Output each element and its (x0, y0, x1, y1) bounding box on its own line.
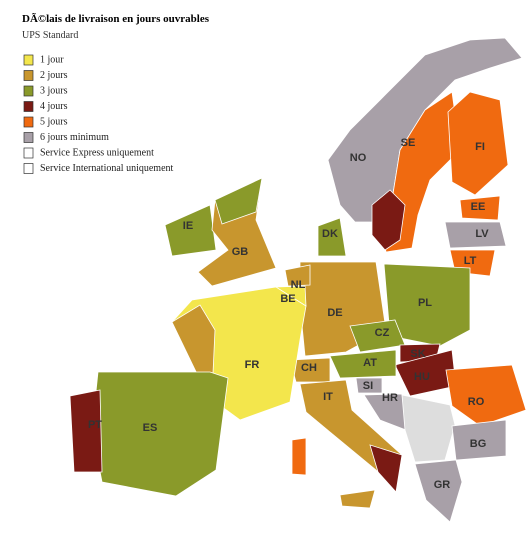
country-label: PT (88, 419, 102, 431)
region-si (355, 377, 383, 394)
legend-swatch (23, 116, 34, 128)
region-pt (69, 389, 103, 473)
legend-swatch (23, 54, 34, 66)
legend-label: 2 jours (40, 70, 68, 81)
country-label: FR (245, 359, 260, 371)
region-se-south (371, 189, 406, 251)
legend-label: 5 jours (40, 116, 68, 127)
country-label: PL (418, 297, 432, 309)
region-bg (451, 419, 507, 461)
region-sicily (339, 489, 376, 509)
country-label: NO (350, 152, 367, 164)
country-label: FI (475, 141, 485, 153)
country-label: SE (401, 137, 416, 149)
land (69, 37, 527, 523)
country-label: SI (363, 380, 373, 392)
country-label: AT (363, 357, 377, 369)
country-label: DK (322, 228, 338, 240)
country-label: GR (434, 479, 451, 491)
country-label: NL (291, 279, 306, 291)
country-labels: IE GB NO SE FI EE LV LT DK NL BE DE PL C… (88, 137, 489, 491)
country-label: RO (468, 396, 485, 408)
country-label: DE (327, 307, 342, 319)
country-label: GB (232, 246, 249, 258)
country-label: EE (471, 201, 486, 213)
region-ro (445, 364, 527, 427)
region-ee (459, 195, 501, 221)
country-label: BG (470, 438, 487, 450)
region-ie (164, 204, 217, 257)
country-label: CH (301, 362, 317, 374)
region-es (91, 371, 229, 497)
legend-label: 3 jours (40, 85, 68, 96)
region-gr (414, 459, 463, 523)
legend-swatch (23, 132, 34, 143)
legend-swatch (23, 85, 34, 97)
region-lv (444, 221, 507, 249)
legend-swatch (23, 163, 34, 174)
map-subtitle: UPS Standard (22, 30, 78, 41)
region-it-south (369, 444, 403, 493)
legend-swatch (23, 101, 34, 112)
country-label: LT (464, 255, 477, 267)
region-dk (317, 217, 347, 257)
region-nl (284, 264, 311, 287)
country-label: LV (475, 228, 489, 240)
legend: 1 jour 2 jours 3 jours 4 jours 5 jours 6 jour… (23, 54, 174, 174)
region-at (329, 349, 397, 379)
region-fi (447, 91, 509, 196)
country-label: HR (382, 392, 398, 404)
country-label: HU (414, 371, 430, 383)
country-label: BE (280, 293, 295, 305)
legend-label: Service International uniquement (40, 163, 174, 174)
region-balkans (401, 394, 456, 463)
country-label: CZ (375, 327, 390, 339)
country-label: IT (323, 391, 333, 403)
country-label: SK (410, 348, 425, 360)
legend-swatch (23, 147, 34, 159)
legend-swatch (23, 70, 34, 81)
country-label: IE (183, 220, 193, 232)
country-label: ES (143, 422, 158, 434)
map-title: DÃ©lais de livraison en jours ouvrables (22, 13, 210, 25)
legend-label: 6 jours minimum (40, 132, 109, 143)
legend-label: Service Express uniquement (40, 147, 154, 158)
legend-label: 1 jour (40, 54, 64, 65)
region-sardinia (291, 437, 307, 476)
legend-label: 4 jours (40, 101, 68, 112)
region-gb-north (214, 177, 263, 225)
